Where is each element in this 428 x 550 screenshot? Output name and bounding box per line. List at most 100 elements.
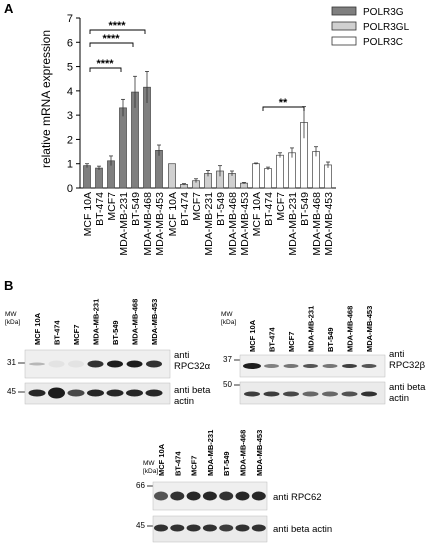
band	[145, 389, 163, 397]
lane-label: BT-474	[173, 451, 182, 476]
band	[322, 364, 338, 368]
x-tick-label: BT-474	[179, 192, 191, 226]
band	[283, 391, 299, 397]
x-tick-label: BT-474	[263, 192, 275, 226]
band	[48, 387, 65, 399]
bar-polr3c-1	[264, 168, 272, 189]
lane-label: MDA-MB-468	[131, 299, 140, 345]
band	[186, 524, 201, 532]
legend-label-polr3gl: POLR3GL	[363, 22, 410, 33]
blot2-label-2: anti beta actin	[389, 382, 426, 404]
bar-polr3c-5	[312, 151, 320, 189]
lane-label: BT-474	[268, 327, 277, 352]
blot3-marker-2: 45	[136, 521, 145, 530]
lane-label: MDA-MB-453	[365, 306, 374, 352]
lane-label: MDA-MB-231	[206, 430, 215, 476]
x-tick-label: MDA-MB-468	[311, 192, 323, 256]
legend-swatch-polr3g	[331, 6, 357, 16]
x-tick-label: BT-549	[215, 192, 227, 226]
bar-polr3c-6	[324, 164, 332, 189]
band	[202, 491, 217, 501]
lane-label: BT-549	[111, 320, 120, 345]
blot3-bands	[154, 491, 266, 532]
x-tick-label: BT-549	[299, 192, 311, 226]
band	[170, 491, 185, 501]
significance-1: ****	[108, 20, 126, 32]
blot2-mw-title: MW [kDa]	[221, 311, 236, 326]
blot3-mw-title: MW [kDa]	[143, 460, 158, 475]
blot1-lane-labels: MCF 10A BT-474 MCF7 MDA-MB-231 BT-549 MDA-MB-…	[33, 299, 159, 345]
lane-label: BT-474	[53, 320, 62, 345]
lane-label: MCF7	[190, 456, 199, 476]
band	[28, 389, 46, 397]
bar-polr3c-0	[252, 163, 260, 189]
lane-label: MCF7	[287, 332, 296, 352]
x-tick-label: BT-549	[130, 192, 142, 226]
blot1-membrane-top	[24, 349, 171, 379]
band	[154, 491, 168, 501]
x-tick-label: MCF7	[106, 192, 118, 221]
band	[263, 391, 280, 397]
blot1-bands	[28, 360, 163, 399]
band	[251, 491, 266, 501]
lane-label: MCF 10A	[157, 443, 166, 476]
band	[29, 362, 45, 366]
band	[235, 524, 250, 532]
lane-label: MDA-MB-468	[239, 430, 248, 476]
lane-label: MDA-MB-231	[92, 299, 101, 345]
significance-2: ****	[102, 33, 120, 45]
lane-label: MDA-MB-453	[150, 299, 159, 345]
band	[68, 360, 84, 368]
x-tick-label: BT-474	[94, 192, 106, 226]
blot1-marker-2: 45	[7, 387, 16, 396]
bar-polr3g-3	[119, 107, 127, 189]
panel-a-label: A	[4, 1, 14, 16]
bar-polr3g-1	[95, 167, 103, 189]
band	[87, 360, 104, 368]
bar-polr3g-6	[155, 150, 163, 189]
lane-label: BT-549	[326, 327, 335, 352]
band	[302, 391, 319, 397]
bracket-1	[89, 29, 146, 34]
band	[154, 524, 168, 532]
band	[251, 524, 266, 532]
x-tick-label: MDA-MB-468	[142, 192, 154, 256]
lane-label: MDA-MB-231	[307, 306, 316, 352]
band	[322, 391, 338, 397]
band	[264, 364, 279, 368]
significance-3: ****	[96, 58, 114, 70]
blot1-label-2: anti beta actin	[174, 385, 211, 407]
lane-label: MDA-MB-453	[255, 430, 264, 476]
lane-label: MCF 10A	[248, 319, 257, 352]
band	[107, 360, 123, 368]
blot2-bands	[243, 363, 377, 397]
y-tick-label: 5	[67, 62, 73, 74]
band	[146, 360, 162, 368]
band	[106, 389, 124, 397]
band	[126, 389, 143, 397]
x-tick-label: MCF7	[191, 192, 203, 221]
bracket-2	[89, 42, 134, 47]
x-tick-label: MDA-MB-231	[287, 192, 299, 256]
bar-polr3gl-0	[168, 163, 176, 189]
band	[87, 389, 104, 397]
band	[48, 360, 65, 368]
y-tick-label: 6	[67, 37, 73, 49]
band	[303, 364, 318, 368]
blot2-marker-2: 50	[223, 380, 232, 389]
blot2-marker-1: 37	[223, 355, 232, 364]
band	[202, 524, 217, 532]
band	[67, 389, 85, 397]
panel-b-label: B	[4, 278, 13, 293]
lane-label: MCF7	[72, 325, 81, 345]
lane-label: BT-549	[222, 451, 231, 476]
y-tick-label: 2	[67, 134, 73, 146]
band	[342, 364, 357, 368]
x-tick-label: MCF 10A	[167, 192, 179, 236]
blot2-label-1: anti RPC32β	[389, 349, 426, 371]
x-tick-label: MCF 10A	[251, 192, 263, 236]
significance-4: **	[279, 97, 288, 109]
significance-brackets	[89, 29, 305, 111]
